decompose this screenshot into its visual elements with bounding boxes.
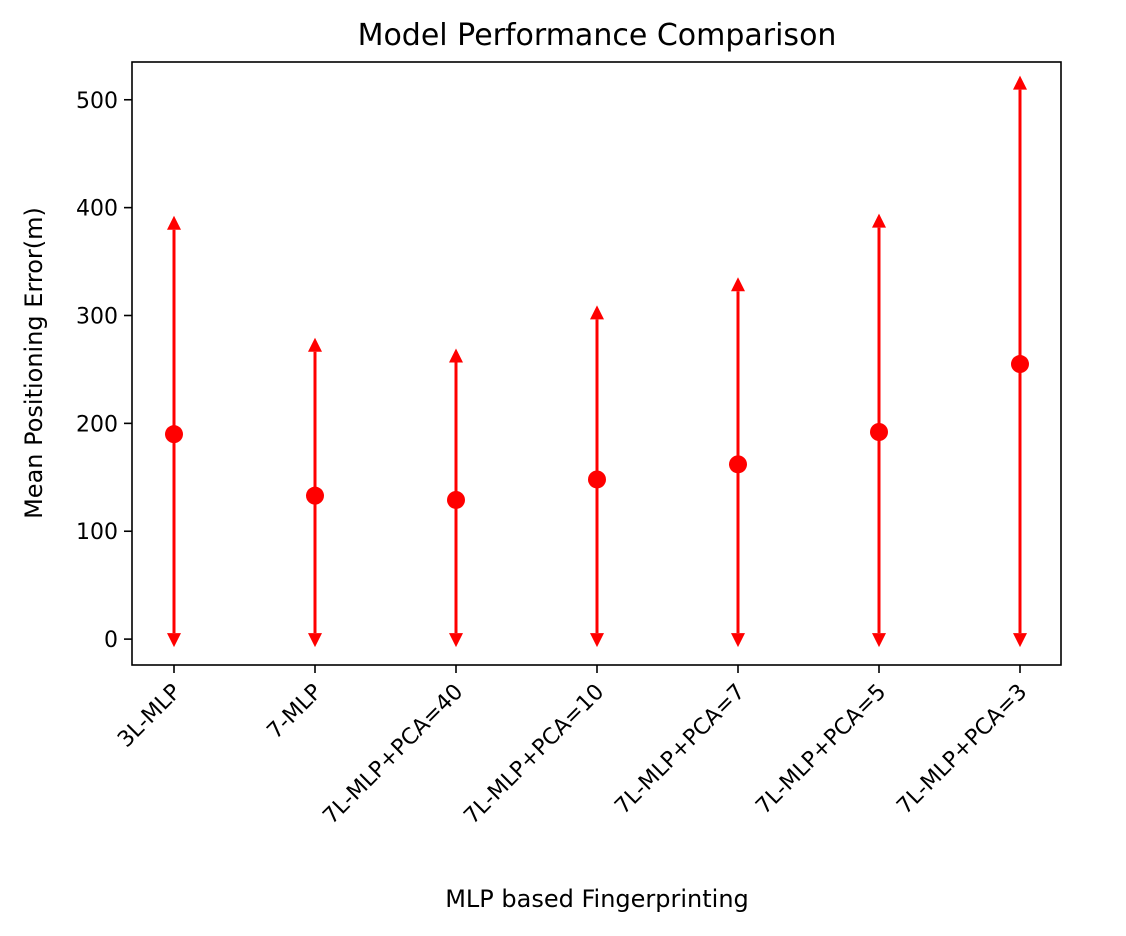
y-axis-label: Mean Positioning Error(m) xyxy=(20,207,48,519)
plot-area: 0 100 200 300 400 500 3L-MLP 7-MLP7L-MLP+PCA=40… xyxy=(76,75,1032,830)
lower-limit-arrow xyxy=(731,633,745,648)
data-point xyxy=(729,455,747,474)
lower-limit-arrow xyxy=(872,633,886,648)
chart-title: Model Performance Comparison xyxy=(358,18,837,53)
upper-limit-arrow xyxy=(308,337,322,352)
upper-limit-arrow xyxy=(449,348,463,363)
upper-limit-arrow xyxy=(167,215,181,230)
x-tick-label: 3L-MLP xyxy=(113,680,186,753)
x-tick-label: 7L-MLP+PCA=10 xyxy=(459,680,609,830)
x-tick-label: 7L-MLP+PCA=5 xyxy=(751,680,891,820)
axes-frame xyxy=(131,61,1062,666)
y-tick-label: 300 xyxy=(76,304,118,329)
y-tick-label: 100 xyxy=(76,520,118,545)
data-point xyxy=(870,422,888,441)
x-tick-label: 7L-MLP+PCA=3 xyxy=(892,680,1032,820)
data-point xyxy=(447,490,465,509)
x-tick-label: 7-MLP xyxy=(263,680,328,745)
upper-limit-arrow xyxy=(590,305,604,320)
data-point xyxy=(588,470,606,489)
upper-limit-arrow xyxy=(872,213,886,228)
x-tick-label: 7L-MLP+PCA=40 xyxy=(318,680,468,830)
y-tick-label: 200 xyxy=(76,412,118,437)
data-point xyxy=(306,486,324,505)
upper-limit-arrow xyxy=(1013,75,1027,90)
x-tick-label: 7L-MLP+PCA=7 xyxy=(610,680,750,820)
lower-limit-arrow xyxy=(1013,633,1027,648)
data-point xyxy=(165,425,183,444)
y-tick-label: 400 xyxy=(76,197,118,222)
lower-limit-arrow xyxy=(449,633,463,648)
x-axis-label: MLP based Fingerprinting xyxy=(445,885,749,913)
y-tick-label: 0 xyxy=(104,628,118,653)
lower-limit-arrow xyxy=(167,633,181,648)
lower-limit-arrow xyxy=(308,633,322,648)
y-tick-label: 500 xyxy=(76,89,118,114)
upper-limit-arrow xyxy=(731,277,745,292)
lower-limit-arrow xyxy=(590,633,604,648)
data-point xyxy=(1011,355,1029,374)
